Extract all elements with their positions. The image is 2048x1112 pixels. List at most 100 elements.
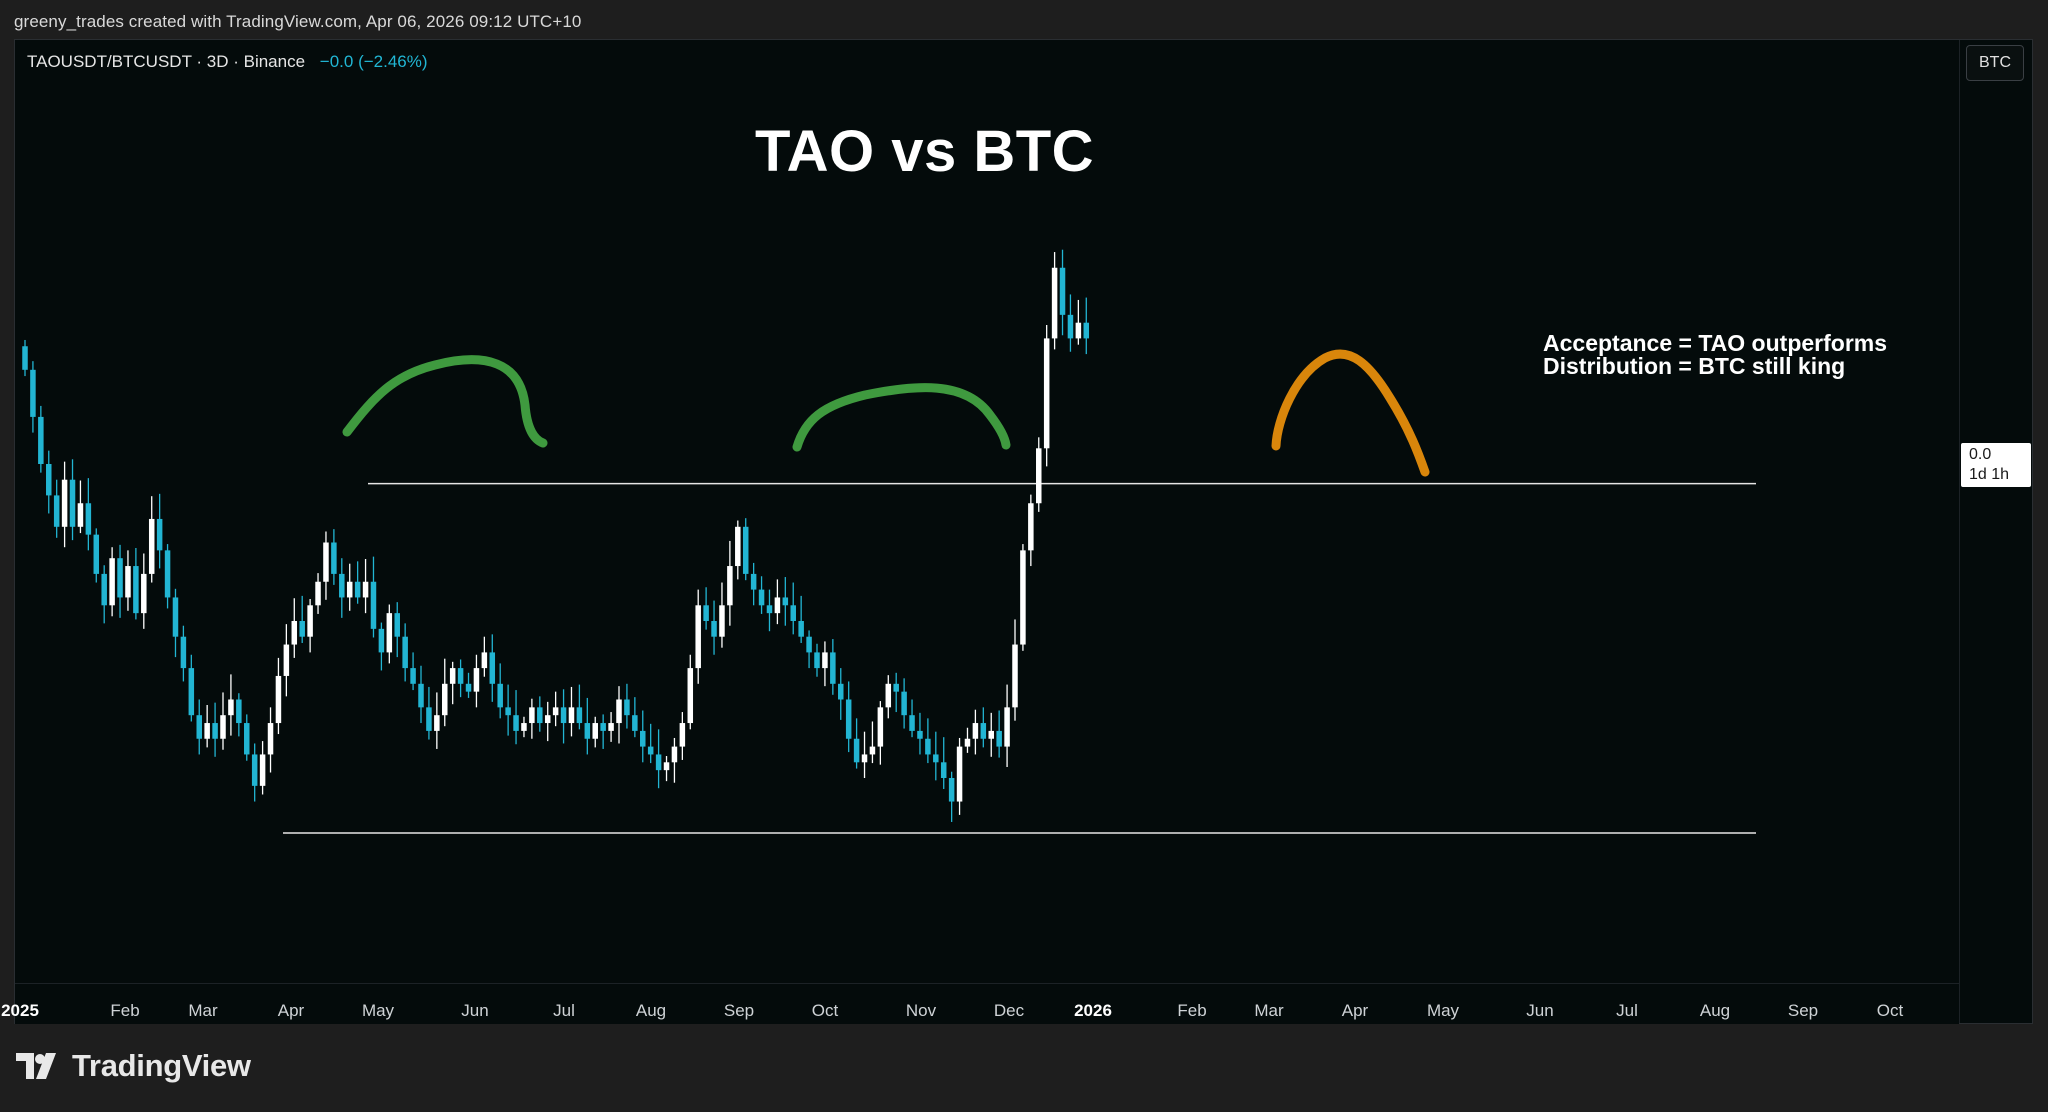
time-tick-label: Apr [277, 1001, 305, 1020]
brand-name: TradingView [72, 1048, 251, 1083]
candle-up [1075, 322, 1082, 339]
candle-down [93, 534, 100, 574]
orange-arc [1271, 349, 1430, 477]
time-tick-label: 2026 [1074, 1001, 1112, 1020]
candle-up [204, 723, 210, 739]
time-tick-label: Feb [110, 1001, 140, 1020]
candle-up [719, 605, 725, 637]
candle-down [489, 652, 496, 684]
time-axis[interactable]: 2025 Feb Mar Apr May Jun Jul Aug Sep Oct Nov Dec 202… [1, 983, 1959, 1024]
candle-up [964, 738, 971, 747]
candle-up [1012, 644, 1018, 708]
time-tick-label: May [361, 1001, 395, 1020]
candle-up [1028, 503, 1034, 551]
candle-up [275, 675, 282, 724]
candle-down [46, 464, 52, 496]
candlestick-plot[interactable] [15, 40, 1959, 983]
symbol-info[interactable]: TAOUSDT/BTCUSDT · 3D · Binance −0.0 (−2.… [27, 52, 428, 72]
candle-down [711, 621, 717, 637]
candle-down [758, 589, 765, 606]
candle-up [109, 558, 115, 606]
time-tick-label: Nov [905, 1001, 937, 1020]
candle-down [933, 754, 939, 763]
candle-down [806, 636, 812, 653]
candle-down [901, 691, 907, 716]
candle-down [394, 613, 400, 637]
candle-up [616, 699, 622, 724]
currency-button[interactable]: BTC [1966, 45, 2024, 81]
time-tick-label: May [1426, 1001, 1460, 1020]
candle-up [307, 605, 313, 637]
candle-up [608, 723, 614, 731]
candle-down [402, 636, 408, 669]
candle-down [244, 723, 250, 755]
candle-up [988, 730, 994, 739]
bar-countdown: 1d 1h [1969, 466, 2010, 483]
candle-up [529, 707, 535, 724]
candle-up [259, 754, 266, 786]
candle-down [180, 636, 187, 669]
candle-up [568, 707, 575, 724]
candle-up [434, 715, 440, 731]
candle-down [101, 573, 107, 606]
time-tick-label: Jun [461, 1001, 489, 1020]
candle-down [172, 597, 179, 637]
candle-down [85, 503, 92, 535]
candle-up [141, 573, 147, 614]
candle-down [917, 730, 923, 739]
candle-down [212, 723, 218, 739]
candle-up [125, 566, 131, 598]
candle-down [632, 715, 638, 731]
candle-up [1036, 448, 1042, 504]
candle-down [1083, 322, 1090, 339]
candle-down [457, 668, 464, 684]
tradingview-brand[interactable]: TradingView [16, 1048, 251, 1084]
candle-down [830, 652, 836, 684]
candle-down [782, 597, 789, 606]
chart-title: TAO vs BTC [755, 119, 1095, 184]
candle-down [513, 715, 519, 731]
candle-down [576, 707, 583, 724]
price-change: −0.0 (−2.46%) [319, 52, 428, 71]
candle-up [869, 746, 876, 755]
candle-up [671, 746, 678, 763]
candle-up [442, 683, 448, 716]
tradingview-logo-icon [16, 1053, 56, 1079]
candle-down [750, 573, 757, 590]
time-tick-label: Sep [1787, 1001, 1819, 1020]
candle-down [188, 668, 195, 716]
candle-up [148, 518, 155, 574]
candle-up [267, 723, 274, 755]
chart-pane[interactable]: TAOUSDT/BTCUSDT · 3D · Binance −0.0 (−2.… [1, 39, 2034, 1024]
last-price-label: 0.0 1d 1h [1961, 443, 2031, 487]
candle-up [885, 683, 892, 708]
candle-down [370, 581, 377, 629]
candle-up [386, 613, 393, 653]
symbol-text: TAOUSDT/BTCUSDT · 3D · Binance [27, 52, 306, 71]
candle-up [291, 621, 298, 645]
annotation-line-2: Distribution = BTC still king [1543, 353, 1846, 379]
candles [22, 249, 1090, 822]
candle-up [822, 652, 828, 669]
candle-up [679, 723, 686, 747]
candle-up [687, 668, 694, 724]
candle-up [592, 723, 598, 739]
time-tick-label: 2025 [1, 1001, 39, 1020]
candle-down [505, 707, 511, 716]
candle-up [315, 581, 321, 606]
candle-up [877, 707, 884, 747]
candle-down [940, 762, 947, 778]
candle-down [1059, 267, 1066, 315]
candle-up [346, 581, 353, 598]
candle-down [560, 707, 567, 724]
candle-up [481, 652, 488, 669]
candle-down [410, 668, 416, 684]
candle-up [1020, 550, 1026, 645]
candle-down [798, 621, 804, 637]
price-scale[interactable] [1959, 40, 2034, 1023]
time-tick-label: Apr [1341, 1001, 1369, 1020]
candle-up [552, 707, 559, 716]
candle-up [972, 723, 979, 739]
candle-up [956, 746, 963, 802]
candle-up [323, 542, 329, 582]
